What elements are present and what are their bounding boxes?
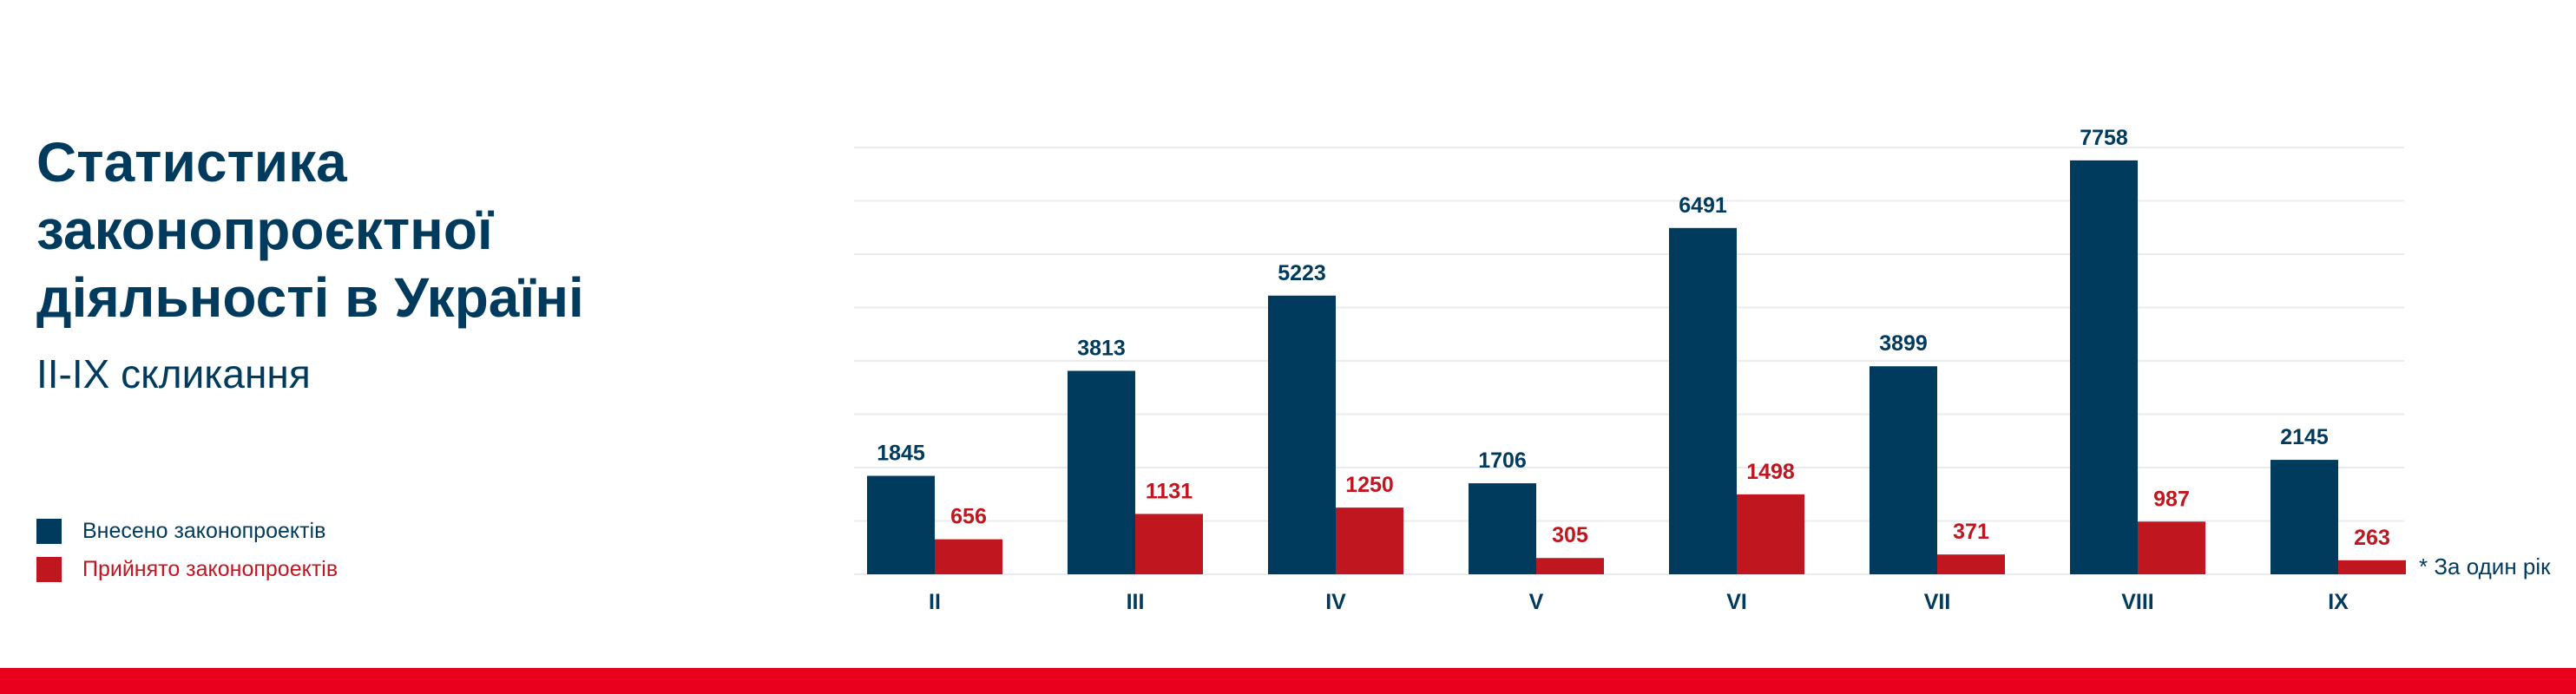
data-label-submitted: 5223 bbox=[1278, 261, 1326, 285]
footnote: * За один рік bbox=[2419, 553, 2551, 579]
legend-item-submitted: Внесено законопроектів bbox=[36, 512, 338, 550]
x-tick-label: II bbox=[929, 590, 941, 614]
data-label-adopted: 1131 bbox=[1146, 479, 1193, 503]
data-label-submitted: 2145 bbox=[2280, 425, 2329, 449]
x-tick-label: VI bbox=[1726, 590, 1747, 614]
data-label-submitted: 3813 bbox=[1077, 337, 1126, 361]
bars bbox=[867, 160, 2406, 574]
bar-submitted bbox=[2070, 160, 2138, 574]
data-label-adopted: 305 bbox=[1552, 523, 1588, 547]
bar-adopted bbox=[2138, 521, 2205, 574]
data-label-adopted: 371 bbox=[1953, 520, 1989, 544]
bar-submitted bbox=[2270, 460, 2338, 574]
bar-adopted bbox=[1937, 554, 2005, 574]
legend: Внесено законопроектів Прийнято законопр… bbox=[36, 512, 338, 588]
x-tick-label: IX bbox=[2328, 590, 2349, 614]
legend-label-adopted: Прийнято законопроектів bbox=[82, 556, 338, 581]
title-line: Статистика bbox=[36, 131, 347, 193]
legend-label-submitted: Внесено законопроектів bbox=[82, 518, 326, 543]
bar-adopted bbox=[1135, 514, 1203, 574]
bar-submitted bbox=[1870, 366, 1937, 574]
bar-submitted bbox=[1268, 295, 1336, 574]
data-label-adopted: 1498 bbox=[1746, 460, 1795, 484]
bar-adopted bbox=[1336, 507, 1403, 574]
subtitle: II-IX скликання bbox=[36, 351, 311, 396]
legend-swatch-submitted bbox=[36, 518, 62, 544]
x-tick-label: III bbox=[1127, 590, 1145, 614]
page-title: Статистика законопроєктної діяльності в … bbox=[36, 128, 584, 331]
bar-adopted bbox=[1737, 494, 1804, 574]
bottom-accent-bar bbox=[0, 668, 2576, 694]
title-line: законопроєктної bbox=[36, 199, 493, 261]
bar-submitted bbox=[1469, 483, 1536, 574]
x-tick-label: VIII bbox=[2121, 590, 2154, 614]
legend-item-adopted: Прийнято законопроектів bbox=[36, 550, 338, 588]
x-tick-label: V bbox=[1529, 590, 1544, 614]
data-label-adopted: 1250 bbox=[1345, 473, 1394, 497]
data-label-adopted: 987 bbox=[2153, 487, 2190, 511]
data-label-adopted: 263 bbox=[2354, 526, 2390, 550]
bar-adopted bbox=[2338, 560, 2406, 574]
bar-submitted bbox=[1068, 370, 1135, 574]
bar-submitted bbox=[1669, 227, 1737, 574]
x-tick-label: IV bbox=[1325, 590, 1346, 614]
data-label-submitted: 3899 bbox=[1879, 331, 1928, 356]
labels: 1845 656 II 3813 1131 III 5223 1250 IV 1706 305 V 64… bbox=[877, 126, 2390, 614]
data-label-submitted: 6491 bbox=[1679, 193, 1727, 218]
title-line: діяльності в Україні bbox=[36, 266, 584, 329]
bar-adopted bbox=[935, 539, 1002, 574]
data-label-submitted: 1706 bbox=[1478, 448, 1527, 473]
bar-submitted bbox=[867, 475, 935, 574]
data-label-adopted: 656 bbox=[950, 505, 987, 529]
bar-adopted bbox=[1536, 558, 1604, 574]
data-label-submitted: 7758 bbox=[2080, 126, 2128, 150]
x-tick-label: VII bbox=[1924, 590, 1951, 614]
data-label-submitted: 1845 bbox=[877, 442, 925, 466]
legend-swatch-adopted bbox=[36, 556, 62, 582]
